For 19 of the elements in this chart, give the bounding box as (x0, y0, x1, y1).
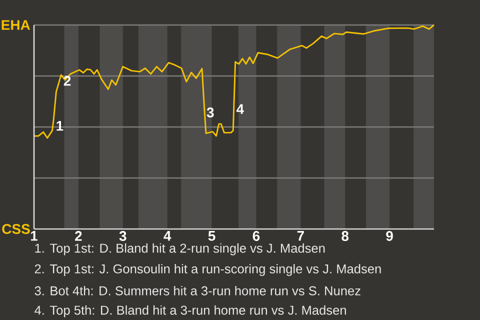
x-tick-label: 8 (342, 231, 349, 241)
annotation: 1 (56, 121, 64, 131)
text: 1. Top 1st: D. Bland hit a 2-run single vs J. Madsen (35, 243, 325, 256)
x-tick-label: 3 (119, 231, 126, 241)
annotation: 4 (236, 104, 244, 114)
y-axis-title: CSS (2, 224, 30, 234)
text: 4. Top 5th: D. Bland hit a 3-run home run vs J. Madsen (34, 305, 346, 318)
ref-line-label: EHA (2, 20, 30, 30)
x-tick-label: 6 (252, 231, 260, 241)
x-tick-label: 1 (30, 231, 38, 241)
text: 2. Top 1st: J. Gonsoulin hit a run-scoring single vs J. Madsen (34, 264, 381, 276)
x-tick-label: 4 (164, 231, 172, 241)
x-tick-label: 9 (386, 231, 393, 241)
text: 3. Bot 4th: D. Summers hit a 3-run home run vs S. Nunez (34, 286, 360, 296)
annotation: 3 (206, 108, 214, 118)
x-tick-label: 2 (75, 231, 82, 241)
x-tick-label: 5 (208, 231, 216, 241)
annotation: 2 (64, 76, 71, 86)
x-tick-label: 7 (297, 231, 304, 241)
